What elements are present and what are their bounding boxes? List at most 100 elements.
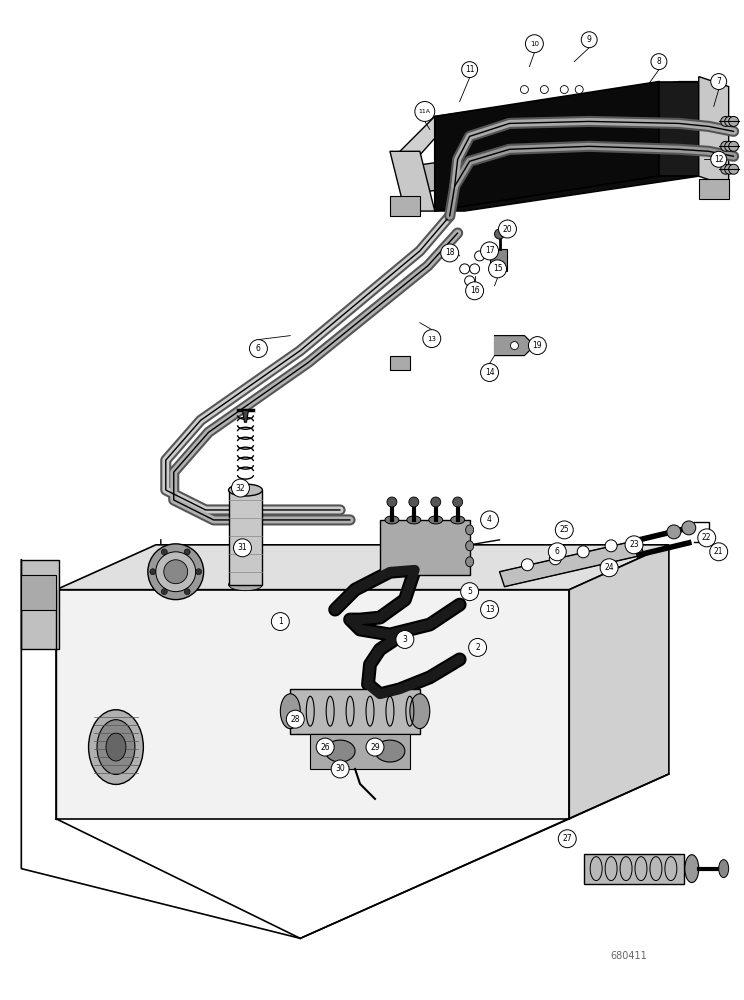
Circle shape <box>366 738 384 756</box>
Text: 1: 1 <box>278 617 283 626</box>
Bar <box>584 854 684 884</box>
Polygon shape <box>390 151 434 211</box>
Polygon shape <box>390 196 420 216</box>
Text: 11A: 11A <box>419 109 431 114</box>
Text: 26: 26 <box>321 743 330 752</box>
Text: 18: 18 <box>445 248 455 257</box>
Polygon shape <box>434 176 699 211</box>
Circle shape <box>469 638 487 656</box>
Ellipse shape <box>407 516 421 524</box>
Circle shape <box>711 151 727 167</box>
Circle shape <box>164 560 187 584</box>
Circle shape <box>465 276 475 286</box>
Text: 20: 20 <box>503 225 513 234</box>
Circle shape <box>682 521 696 535</box>
Ellipse shape <box>385 516 399 524</box>
Text: 6: 6 <box>256 344 261 353</box>
Circle shape <box>728 116 739 126</box>
Circle shape <box>462 62 478 78</box>
Text: 32: 32 <box>236 484 246 493</box>
Bar <box>290 689 420 734</box>
Text: 6: 6 <box>555 547 559 556</box>
Text: 8: 8 <box>656 57 661 66</box>
Circle shape <box>148 544 204 600</box>
Polygon shape <box>434 82 659 211</box>
Circle shape <box>721 141 731 151</box>
Circle shape <box>725 164 734 174</box>
Ellipse shape <box>325 740 355 762</box>
Text: 10: 10 <box>530 41 539 47</box>
Circle shape <box>161 549 167 555</box>
Text: 12: 12 <box>714 155 723 164</box>
Ellipse shape <box>466 557 474 567</box>
Text: 22: 22 <box>702 533 711 542</box>
Circle shape <box>481 242 498 260</box>
Polygon shape <box>434 82 699 116</box>
Circle shape <box>710 543 728 561</box>
Text: 30: 30 <box>336 764 345 773</box>
Ellipse shape <box>466 525 474 535</box>
Circle shape <box>466 282 484 300</box>
Polygon shape <box>57 545 669 590</box>
Circle shape <box>667 525 681 539</box>
Polygon shape <box>395 116 449 166</box>
Ellipse shape <box>228 579 263 591</box>
Text: 17: 17 <box>485 246 494 255</box>
Text: 680411: 680411 <box>611 951 647 961</box>
Circle shape <box>600 559 618 577</box>
Circle shape <box>525 35 543 53</box>
Polygon shape <box>699 179 728 199</box>
Circle shape <box>721 164 731 174</box>
Circle shape <box>728 164 739 174</box>
Text: 21: 21 <box>714 547 723 556</box>
Ellipse shape <box>719 860 728 878</box>
Text: 24: 24 <box>604 563 614 572</box>
Bar <box>380 520 469 575</box>
Ellipse shape <box>228 484 263 496</box>
Circle shape <box>409 497 419 507</box>
Circle shape <box>469 264 480 274</box>
Circle shape <box>460 264 469 274</box>
Text: 4: 4 <box>487 515 492 524</box>
Circle shape <box>725 116 734 126</box>
Ellipse shape <box>375 740 405 762</box>
Circle shape <box>510 342 519 350</box>
Text: 5: 5 <box>467 587 472 596</box>
Circle shape <box>725 141 734 151</box>
Circle shape <box>625 536 643 554</box>
Text: 15: 15 <box>493 264 502 273</box>
Text: 19: 19 <box>533 341 542 350</box>
Circle shape <box>489 260 507 278</box>
Circle shape <box>575 86 583 94</box>
Bar <box>310 734 410 769</box>
Text: 23: 23 <box>629 540 639 549</box>
Text: 25: 25 <box>559 525 569 534</box>
Circle shape <box>581 32 597 48</box>
Circle shape <box>185 589 190 595</box>
Bar <box>228 490 263 585</box>
Circle shape <box>440 244 458 262</box>
Circle shape <box>161 589 167 595</box>
Ellipse shape <box>451 516 465 524</box>
Ellipse shape <box>97 720 135 774</box>
Polygon shape <box>499 540 644 587</box>
Ellipse shape <box>429 516 443 524</box>
Circle shape <box>231 479 249 497</box>
Circle shape <box>711 74 727 90</box>
Ellipse shape <box>684 855 699 883</box>
Circle shape <box>481 601 498 619</box>
Polygon shape <box>57 590 569 819</box>
Circle shape <box>721 116 731 126</box>
Circle shape <box>249 340 267 358</box>
Polygon shape <box>569 545 669 819</box>
Circle shape <box>577 546 589 558</box>
Ellipse shape <box>466 541 474 551</box>
Circle shape <box>196 569 202 575</box>
Circle shape <box>415 101 434 121</box>
Circle shape <box>651 54 667 70</box>
Polygon shape <box>22 575 57 610</box>
Circle shape <box>560 86 568 94</box>
Circle shape <box>540 86 548 94</box>
Circle shape <box>521 86 528 94</box>
Circle shape <box>150 569 155 575</box>
